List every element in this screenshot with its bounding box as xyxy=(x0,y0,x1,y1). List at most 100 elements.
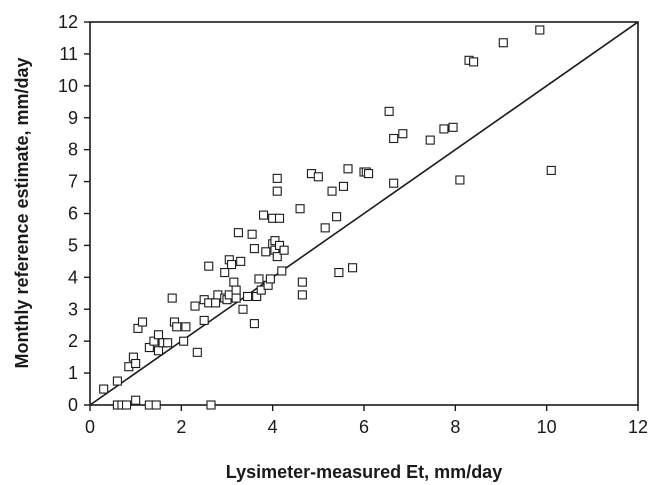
data-point xyxy=(220,267,230,278)
data-point xyxy=(249,319,259,329)
data-point xyxy=(167,293,177,303)
data-point xyxy=(274,213,285,223)
data-point xyxy=(343,164,353,174)
y-tick-label: 11 xyxy=(59,44,78,64)
y-axis-title: Monthly reference estimate, mm/day xyxy=(12,57,32,368)
data-point xyxy=(448,122,458,132)
data-point xyxy=(425,135,435,145)
data-point xyxy=(254,274,264,284)
data-point xyxy=(238,304,248,314)
data-point xyxy=(99,384,109,394)
data-point xyxy=(313,172,323,182)
data-point xyxy=(252,291,262,302)
data-point xyxy=(279,245,289,255)
data-point xyxy=(297,277,307,287)
data-point xyxy=(384,106,394,116)
data-point xyxy=(389,133,399,144)
data-point xyxy=(535,25,545,35)
x-axis: 0 2 4 6 8 10 12 xyxy=(85,405,648,437)
y-tick-label: 8 xyxy=(68,140,78,160)
data-point xyxy=(364,169,374,179)
data-point xyxy=(227,260,237,270)
x-tick-label: 12 xyxy=(628,417,648,437)
x-tick-label: 10 xyxy=(537,417,557,437)
data-point xyxy=(327,186,337,196)
data-point xyxy=(272,173,282,183)
data-point xyxy=(149,336,159,346)
data-point xyxy=(338,181,349,191)
y-tick-label: 1 xyxy=(68,363,78,383)
data-point xyxy=(199,315,209,325)
y-tick-label: 4 xyxy=(68,267,78,287)
y-tick-label: 7 xyxy=(68,172,78,192)
data-point xyxy=(297,290,307,300)
data-point xyxy=(181,322,191,332)
data-point xyxy=(247,229,257,239)
y-tick-label: 10 xyxy=(58,76,78,96)
data-point xyxy=(398,129,408,139)
data-point xyxy=(455,175,465,185)
x-tick-label: 8 xyxy=(450,417,460,437)
data-point xyxy=(256,285,266,295)
data-point xyxy=(261,247,271,257)
one-to-one-line-group xyxy=(89,21,639,406)
data-point xyxy=(277,266,287,276)
data-point xyxy=(153,330,164,340)
data-point xyxy=(231,285,241,295)
data-point xyxy=(204,261,214,271)
data-point xyxy=(295,204,305,214)
data-points xyxy=(99,25,556,410)
data-point xyxy=(206,400,216,410)
data-point xyxy=(153,346,164,356)
x-tick-label: 4 xyxy=(268,417,278,437)
data-point xyxy=(334,267,344,278)
y-tick-label: 9 xyxy=(68,108,78,128)
data-point xyxy=(172,322,182,332)
x-tick-label: 0 xyxy=(85,417,95,437)
one-to-one-line xyxy=(89,21,639,406)
data-point xyxy=(274,240,285,250)
data-point xyxy=(131,358,141,369)
data-point xyxy=(121,400,132,410)
data-point xyxy=(163,338,173,348)
data-point xyxy=(272,186,282,196)
data-point xyxy=(211,298,221,308)
y-tick-label: 5 xyxy=(68,235,78,255)
data-point xyxy=(389,178,399,188)
data-point xyxy=(243,291,253,302)
data-point xyxy=(320,223,330,233)
data-point xyxy=(236,256,246,266)
data-point xyxy=(332,212,342,222)
y-tick-label: 6 xyxy=(68,204,78,224)
data-point xyxy=(192,347,202,357)
y-tick-label: 0 xyxy=(68,395,78,415)
data-point xyxy=(233,228,243,238)
data-point xyxy=(137,317,148,327)
data-point xyxy=(231,293,241,303)
data-point xyxy=(498,38,508,48)
x-tick-label: 2 xyxy=(176,417,186,437)
data-point xyxy=(144,342,154,353)
data-point xyxy=(190,301,200,311)
data-point xyxy=(179,336,189,346)
data-point xyxy=(265,274,275,284)
data-point xyxy=(439,124,449,134)
y-tick-label: 12 xyxy=(58,12,78,32)
data-point xyxy=(469,57,479,67)
data-point xyxy=(249,244,259,254)
data-point xyxy=(133,323,143,333)
y-tick-label: 3 xyxy=(68,299,78,319)
data-point xyxy=(270,236,280,246)
data-point xyxy=(229,277,239,287)
data-point xyxy=(151,400,161,410)
data-point xyxy=(546,165,556,175)
data-point xyxy=(131,395,141,405)
data-point xyxy=(258,210,269,220)
data-point xyxy=(272,252,282,262)
data-point xyxy=(112,376,122,386)
x-axis-title: Lysimeter-measured Et, mm/day xyxy=(226,462,502,482)
y-tick-label: 2 xyxy=(68,331,78,351)
x-tick-label: 6 xyxy=(359,417,369,437)
